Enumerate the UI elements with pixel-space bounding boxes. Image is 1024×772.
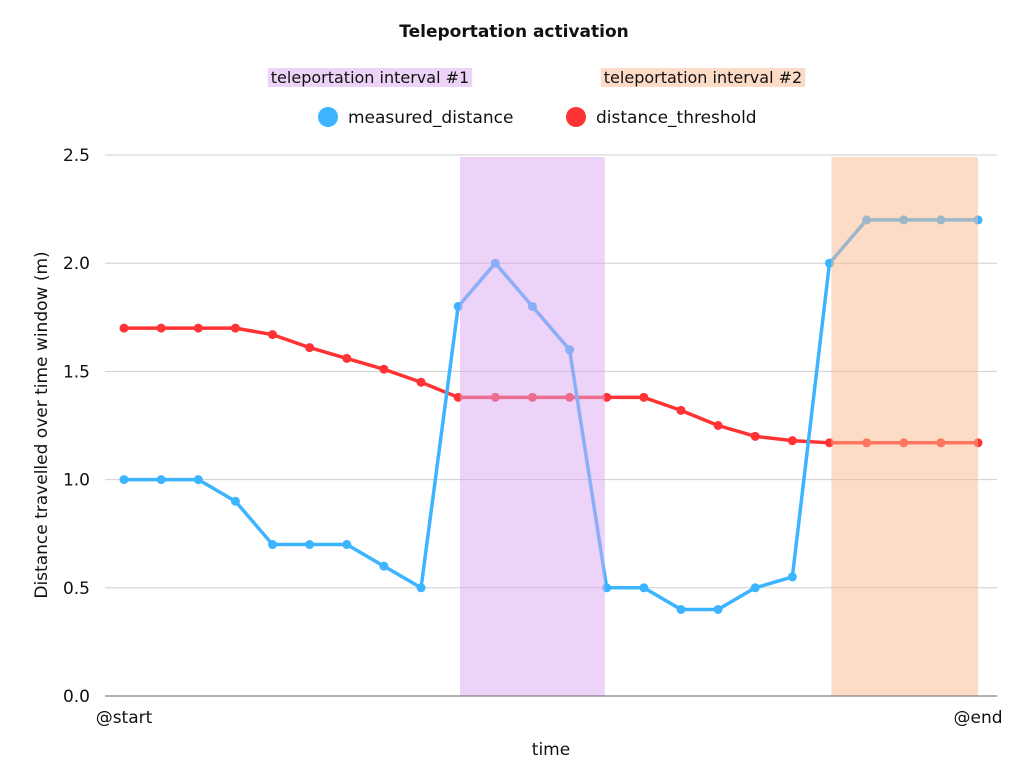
data-point (639, 583, 649, 593)
x-tick-start: @start (96, 708, 153, 728)
data-point (268, 540, 278, 550)
data-point (230, 323, 240, 333)
data-point (193, 323, 203, 333)
data-point (156, 323, 166, 333)
data-point (639, 392, 649, 402)
x-tick-end: @end (953, 708, 1002, 728)
data-point (342, 353, 352, 363)
data-point (713, 604, 723, 614)
data-point (713, 421, 723, 430)
data-point (750, 431, 760, 441)
data-point (305, 540, 315, 550)
data-point (676, 405, 686, 415)
data-point (416, 377, 426, 387)
data-point (787, 572, 797, 582)
y-tick-label: 2.0 (63, 254, 90, 274)
data-point (268, 330, 278, 340)
data-point (379, 364, 389, 374)
data-point (119, 323, 129, 333)
interval-label-2: teleportation interval #2 (600, 68, 806, 87)
data-point (676, 604, 686, 614)
data-point (119, 475, 129, 485)
data-point (787, 436, 797, 446)
x-axis-label: time (532, 740, 570, 760)
legend-label: measured_distance (348, 108, 513, 128)
y-tick-label: 1.0 (63, 471, 90, 491)
legend-marker-icon (318, 107, 338, 127)
data-point (156, 475, 166, 485)
y-tick-label: 2.5 (63, 146, 90, 166)
y-tick-label: 1.5 (63, 362, 90, 382)
y-tick-label: 0.0 (63, 687, 90, 707)
interval-band-1 (460, 157, 605, 696)
y-tick-label: 0.5 (63, 579, 90, 599)
interval-label-1: teleportation interval #1 (267, 68, 473, 87)
legend-item-measured-distance: measured_distance (318, 107, 513, 128)
data-point (305, 343, 315, 353)
legend-label: distance_threshold (596, 108, 757, 128)
data-point (379, 561, 389, 571)
legend-item-distance-threshold: distance_threshold (566, 107, 757, 128)
data-point (416, 583, 426, 593)
interval-band-2 (831, 157, 978, 696)
legend-marker-icon (566, 107, 586, 127)
interval-label-text: teleportation interval #1 (271, 68, 469, 87)
interval-label-text: teleportation interval #2 (604, 68, 802, 87)
interval-label-bg (267, 68, 473, 87)
data-point (193, 475, 203, 485)
data-point (342, 540, 352, 550)
interval-label-bg (600, 68, 806, 87)
data-point (750, 583, 760, 593)
data-point (230, 496, 240, 506)
y-axis-label: Distance travelled over time window (m) (32, 251, 52, 598)
chart-title: Teleportation activation (399, 22, 629, 42)
